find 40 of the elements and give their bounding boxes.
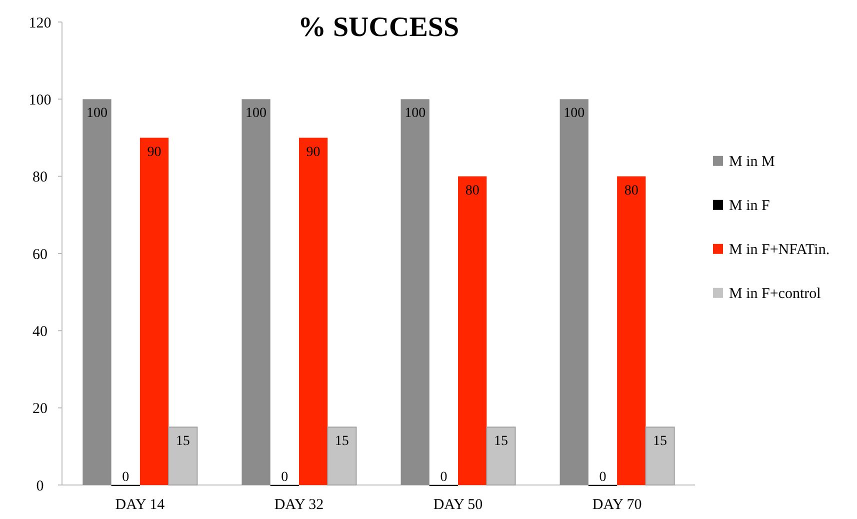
y-tick-label: 20: [32, 401, 48, 418]
data-label: 100: [564, 106, 585, 122]
data-label: 80: [465, 183, 480, 198]
legend-label: M in F+control: [729, 286, 821, 302]
bar: [82, 99, 112, 485]
x-tick-label: DAY 14: [115, 497, 166, 513]
data-label: 100: [86, 106, 108, 122]
x-tick-label: DAY 70: [592, 497, 642, 513]
y-tick-label: 80: [32, 170, 48, 186]
data-label: 100: [246, 106, 267, 122]
bar: [458, 176, 487, 485]
bar: [560, 99, 588, 485]
y-tick-label: 40: [32, 324, 48, 340]
x-tick-label: DAY 32: [274, 497, 324, 513]
y-tick-label: 0: [36, 478, 44, 494]
legend-label: M in F: [729, 198, 770, 214]
bar: [298, 138, 328, 485]
data-label: 15: [494, 434, 508, 450]
data-label: 0: [281, 470, 288, 485]
x-tick-label: DAY 50: [433, 497, 483, 513]
data-label: 90: [147, 144, 162, 160]
y-tick-label: 120: [28, 15, 52, 32]
data-label: 15: [176, 434, 190, 450]
legend-label: M in F+NFATin.: [729, 242, 830, 258]
bar: [617, 176, 646, 485]
chart-title: % SUCCESS: [298, 12, 460, 43]
y-tick-label: 100: [28, 92, 52, 108]
data-label: 0: [440, 470, 448, 485]
bar: [140, 138, 169, 485]
data-label: 100: [404, 106, 426, 122]
bar: [242, 99, 270, 485]
data-label: 0: [122, 470, 130, 485]
data-label: 15: [653, 434, 668, 450]
y-tick-label: 60: [32, 246, 48, 263]
data-label: 80: [624, 183, 638, 198]
legend-label: M in M: [729, 154, 775, 170]
data-label: 0: [599, 470, 606, 485]
data-label: 90: [306, 144, 320, 160]
data-label: 15: [334, 434, 349, 450]
bar: [400, 99, 430, 485]
